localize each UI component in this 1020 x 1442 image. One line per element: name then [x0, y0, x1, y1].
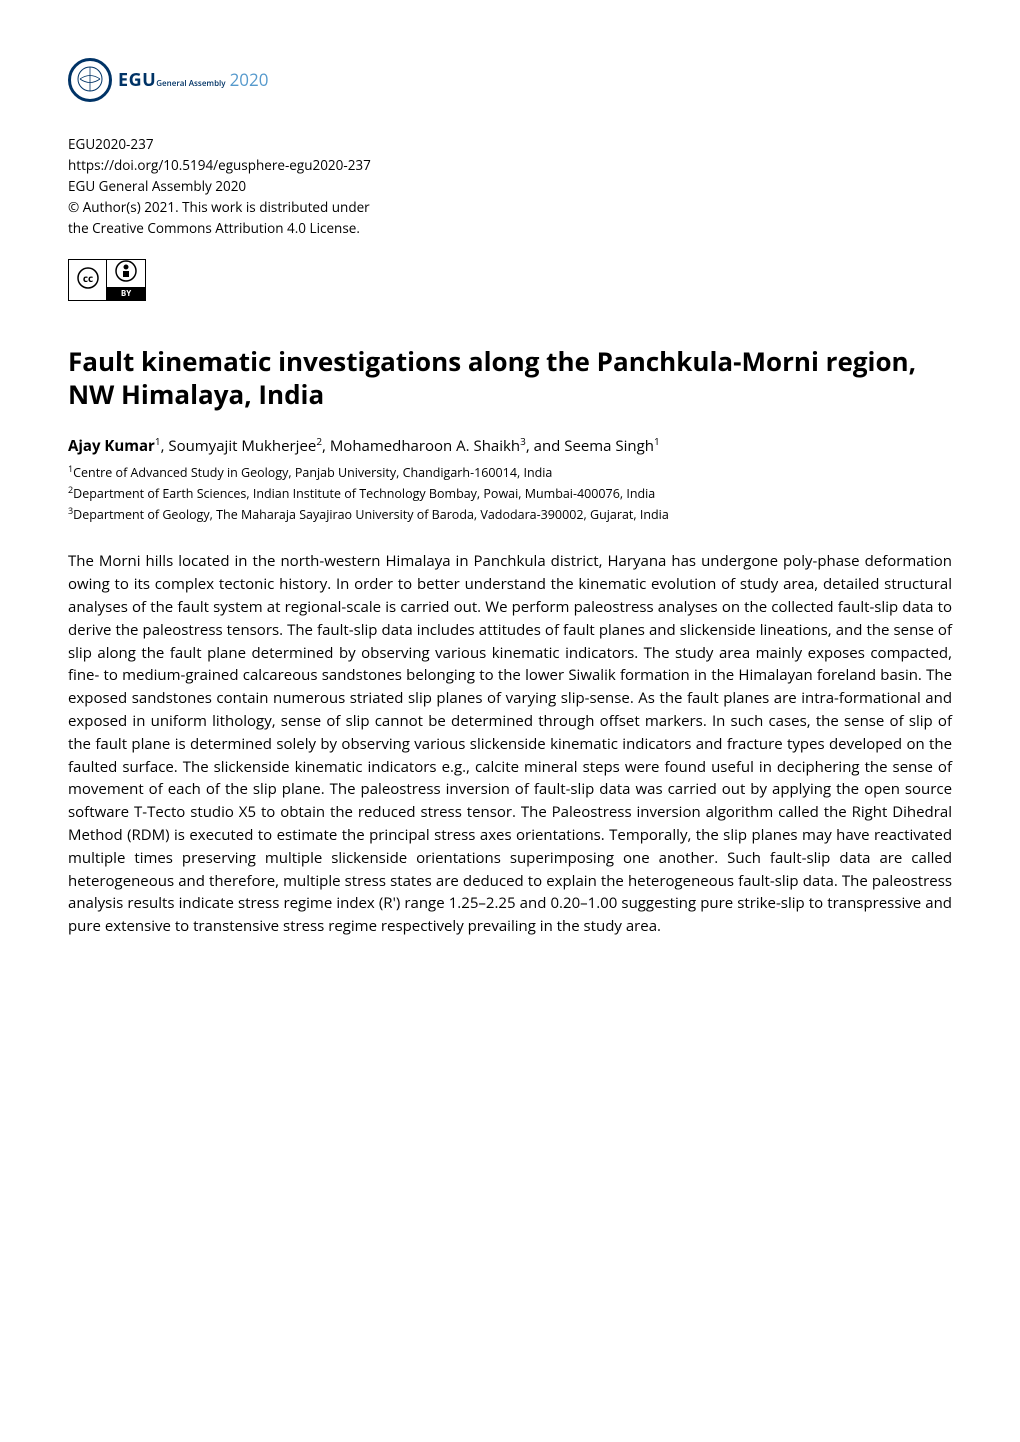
- affiliations-block: 1Centre of Advanced Study in Geology, Pa…: [68, 462, 952, 525]
- cc-license-badge: cc BY: [68, 259, 146, 301]
- logo-circle-text: [75, 64, 105, 96]
- logo-egu-line: EGUGeneral Assembly 2020: [118, 68, 268, 92]
- affiliation-1: 1Centre of Advanced Study in Geology, Pa…: [68, 462, 952, 483]
- logo-content: EGUGeneral Assembly 2020: [68, 58, 268, 102]
- logo-egu-text: EGU: [118, 68, 156, 92]
- logo-year: 2020: [230, 68, 269, 91]
- cc-icon: cc: [77, 267, 99, 292]
- logo-text-block: EGUGeneral Assembly 2020: [118, 68, 268, 92]
- author-4: Seema Singh: [564, 436, 654, 456]
- sep2: ,: [322, 436, 330, 456]
- affiliation-2: 2Department of Earth Sciences, Indian In…: [68, 483, 952, 504]
- affiliation-3: 3Department of Geology, The Maharaja Say…: [68, 504, 952, 525]
- sep3: , and: [526, 436, 564, 456]
- license-line: the Creative Commons Attribution 4.0 Lic…: [68, 218, 952, 239]
- svg-text:cc: cc: [82, 271, 92, 285]
- aff1-text: Centre of Advanced Study in Geology, Pan…: [73, 464, 552, 481]
- abstract-body: The Morni hills located in the north-wes…: [68, 550, 952, 938]
- logo-circle-icon: [68, 58, 112, 102]
- author-1: Ajay Kumar: [68, 436, 155, 456]
- by-icon: [115, 260, 137, 285]
- author-2: Soumyajit Mukherjee: [168, 436, 316, 456]
- conference-name: EGU General Assembly 2020: [68, 176, 952, 197]
- cc-cell: cc: [69, 260, 107, 300]
- egu-logo: EGUGeneral Assembly 2020: [68, 58, 952, 102]
- by-label: BY: [107, 287, 145, 300]
- author-3: Mohamedharoon A. Shaikh: [330, 436, 520, 456]
- author-4-sup: 1: [654, 434, 660, 448]
- copyright-line: © Author(s) 2021. This work is distribut…: [68, 197, 952, 218]
- logo-ga-text: General Assembly: [156, 78, 225, 89]
- doi-link: https://doi.org/10.5194/egusphere-egu202…: [68, 155, 952, 176]
- aff3-text: Department of Geology, The Maharaja Saya…: [73, 506, 669, 523]
- paper-title: Fault kinematic investigations along the…: [68, 345, 952, 413]
- abstract-id: EGU2020-237: [68, 134, 952, 155]
- aff2-text: Department of Earth Sciences, Indian Ins…: [73, 485, 655, 502]
- metadata-block: EGU2020-237 https://doi.org/10.5194/egus…: [68, 134, 952, 239]
- by-cell: BY: [107, 260, 145, 300]
- authors-line: Ajay Kumar1, Soumyajit Mukherjee2, Moham…: [68, 434, 952, 458]
